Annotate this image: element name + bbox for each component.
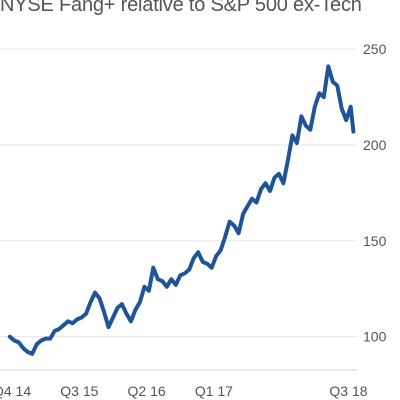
x-tick-label: Q3 18 xyxy=(329,383,367,399)
x-tick-label: Q1 17 xyxy=(195,383,233,399)
y-tick-label: 150 xyxy=(363,233,387,249)
y-tick-label: 250 xyxy=(363,41,387,57)
series-line xyxy=(7,64,356,356)
chart-title: NYSE Fang+ relative to S&P 500 ex-Tech xyxy=(0,0,362,16)
x-tick-label: Q3 15 xyxy=(60,383,98,399)
y-tick-labels: 100 150 200 250 xyxy=(363,41,387,345)
y-tick-label: 200 xyxy=(363,137,387,153)
y-tick-label: 100 xyxy=(363,329,387,345)
x-tick-labels: Q4 14 Q3 15 Q2 16 Q1 17 Q3 18 xyxy=(0,383,368,399)
x-tick-label: Q2 16 xyxy=(128,383,166,399)
gridlines xyxy=(0,48,357,338)
data-series xyxy=(7,64,356,356)
x-tick-label: Q4 14 xyxy=(0,383,31,399)
